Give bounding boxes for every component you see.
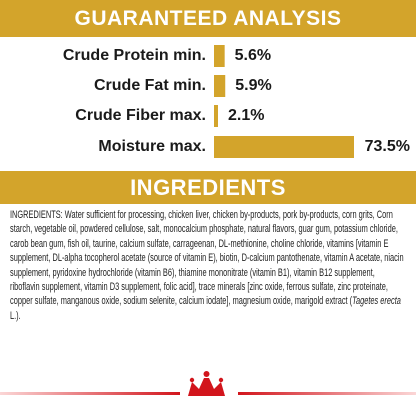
analysis-label: Crude Protein min. (63, 47, 206, 64)
ingredients-title: INGREDIENTS (0, 171, 416, 204)
ingredients-italic: Tagetes erecta (352, 295, 401, 308)
footer (0, 371, 416, 396)
analysis-title: GUARANTEED ANALYSIS (0, 0, 416, 37)
ingredients-body: INGREDIENTS: Water sufficient for proces… (10, 209, 404, 308)
analysis-chart: Crude Protein min. 5.6% Crude Fat min. 5.9%… (63, 45, 410, 158)
analysis-bar (214, 75, 226, 97)
analysis-bar (214, 105, 218, 127)
analysis-value: 2.1% (228, 107, 264, 124)
analysis-label: Crude Fat min. (94, 77, 206, 94)
ingredients-text: INGREDIENTS: Water sufficient for proces… (10, 208, 406, 323)
analysis-value: 5.6% (235, 47, 271, 64)
logo (188, 371, 225, 396)
analysis-label: Crude Fiber max. (75, 107, 206, 124)
ingredients-box: INGREDIENTS: Water sufficient for proces… (10, 208, 410, 328)
analysis-bar (214, 45, 225, 67)
analysis-value: 5.9% (235, 77, 271, 94)
analysis-label: Moisture max. (98, 138, 206, 155)
footer-line (0, 392, 180, 395)
analysis-value: 73.5% (365, 138, 410, 155)
ingredients-end: L.). (10, 309, 21, 322)
analysis-bar (214, 136, 354, 158)
footer-line (238, 392, 416, 395)
